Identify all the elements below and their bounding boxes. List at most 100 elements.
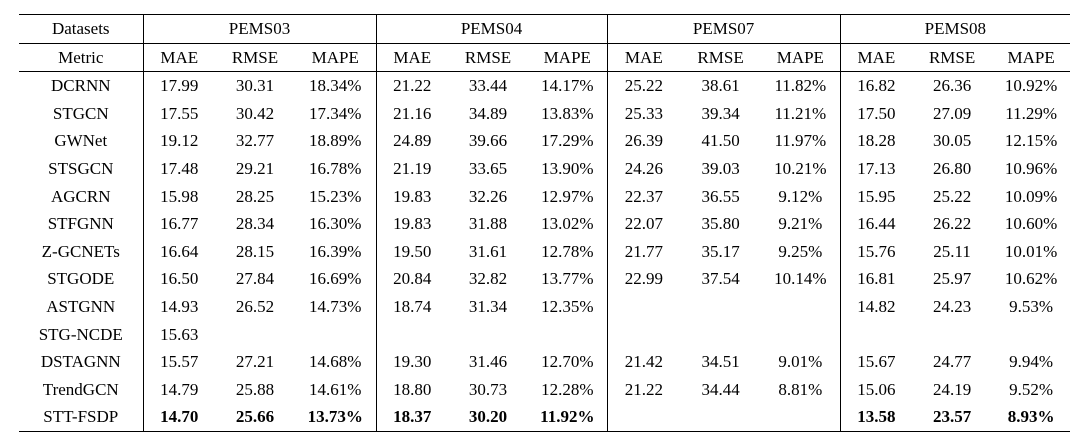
metric-value-cell: 10.09% <box>1004 186 1058 206</box>
metric-value-cell: 15.23% <box>295 182 377 211</box>
metric-value-cell <box>448 321 528 349</box>
model-name-cell: DCRNN <box>19 71 144 100</box>
table-row: Z-GCNETs 16.64 28.15 16.39% 19.50 31.61 12.78%… <box>19 237 1070 266</box>
metric-value-cell: 35.17 <box>701 241 740 261</box>
metric-value-cell: 18.74 <box>393 296 432 316</box>
model-name-cell: STGODE <box>19 265 144 293</box>
metric-value-cell: 14.70 <box>143 403 215 432</box>
metric-value-cell <box>607 293 680 321</box>
metric-value-cell: 19.83 <box>393 186 432 206</box>
metric-value-cell: 12.78% <box>528 237 608 266</box>
metric-value-cell: 31.34 <box>468 296 508 316</box>
corner-label: Datasets <box>19 14 144 44</box>
metric-value-cell: 22.07 <box>624 214 663 234</box>
table-row: STT-FSDP 14.70 25.66 13.73% 18.37 30.20 11.92%… <box>19 403 1071 432</box>
metric-value-cell: 28.34 <box>235 214 275 234</box>
metric-value-cell: 17.34% <box>295 99 377 128</box>
metric-value-cell: 16.39% <box>295 237 377 266</box>
metric-value-cell: 25.22 <box>932 186 972 206</box>
metric-value-cell: 22.99 <box>624 269 663 289</box>
metric-value-cell: 10.62% <box>1004 269 1058 289</box>
model-name-cell: AGCRN <box>19 182 144 211</box>
metric-value-cell: 9.52% <box>1009 379 1054 399</box>
metric-value-cell: 11.82% <box>761 71 841 100</box>
metric-value-cell: 11.21% <box>761 99 841 128</box>
metric-value-cell: 32.82 <box>468 269 508 289</box>
metric-value-cell: 28.25 <box>235 186 275 206</box>
metric-value-cell: 17.50 <box>857 103 896 123</box>
metric-value-cell: 21.22 <box>393 76 432 96</box>
metric-header-row: Metric MAE RMSE MAPE MAE RMSE MAPE MAE R… <box>19 43 1071 73</box>
table-row: TrendGCN 14.79 25.88 14.61% 18.80 30.73 12.28%… <box>19 375 1070 404</box>
metric-value-cell: 19.50 <box>393 241 432 261</box>
metric-value-cell <box>761 320 841 349</box>
metric-value-cell: 39.66 <box>468 131 508 151</box>
metric-value-cell: 19.12 <box>160 131 199 151</box>
metric-value-cell: 14.73% <box>295 292 377 321</box>
metric-value-cell: 38.61 <box>701 76 740 96</box>
metric-value-cell: 10.21% <box>761 154 841 183</box>
metric-header: MAE <box>376 43 449 73</box>
metric-value-cell <box>528 320 608 349</box>
metric-value-cell: 24.26 <box>624 158 663 178</box>
metric-value-cell: 33.44 <box>468 76 508 96</box>
metric-value-cell <box>680 321 761 349</box>
metric-value-cell: 16.81 <box>857 269 896 289</box>
metric-value-cell: 12.70% <box>528 348 608 376</box>
metric-value-cell: 23.57 <box>912 403 993 432</box>
metric-value-cell: 16.69% <box>295 265 377 293</box>
metric-value-cell: 17.29% <box>528 127 608 155</box>
metric-value-cell: 14.82 <box>857 296 896 316</box>
table-row: STFGNN 16.77 28.34 16.30% 19.83 31.88 13.02% 22… <box>19 210 1070 238</box>
metric-value-cell: 9.21% <box>761 210 841 238</box>
metric-value-cell: 36.55 <box>701 186 740 206</box>
metric-value-cell: 16.82 <box>857 76 896 96</box>
metric-value-cell: 25.22 <box>624 76 663 96</box>
metric-value-cell: 31.61 <box>468 241 508 261</box>
metric-value-cell: 30.73 <box>468 379 508 399</box>
metric-header: RMSE <box>680 43 762 73</box>
table-row: STGCN 17.55 30.42 17.34% 21.16 34.89 13.83% 25.… <box>19 99 1070 128</box>
metric-value-cell <box>761 403 841 432</box>
metric-value-cell: 10.92% <box>1004 76 1058 96</box>
metric-value-cell: 34.89 <box>468 103 508 123</box>
metric-value-cell: 41.50 <box>701 131 740 151</box>
metric-value-cell: 21.42 <box>624 352 663 372</box>
metric-value-cell: 33.65 <box>468 158 508 178</box>
metric-value-cell: 19.83 <box>393 214 432 234</box>
metric-value-cell <box>295 320 377 349</box>
metric-value-cell: 25.11 <box>933 241 971 261</box>
metric-value-cell: 34.44 <box>701 379 740 399</box>
metric-value-cell: 16.78% <box>295 154 377 183</box>
table-row: DSTAGNN 15.57 27.21 14.68% 19.30 31.46 12.70% 2… <box>19 348 1070 376</box>
table-row: DCRNN 17.99 30.31 18.34% 21.22 33.44 14.17% 25.… <box>19 71 1070 100</box>
metric-value-cell: 16.64 <box>160 241 199 261</box>
metric-value-cell: 12.28% <box>528 375 608 404</box>
metric-value-cell: 25.66 <box>215 403 295 432</box>
dataset-header: PEMS03 <box>143 14 377 44</box>
metric-value-cell <box>607 321 680 349</box>
metric-value-cell: 25.88 <box>235 379 275 399</box>
metric-label: Metric <box>19 43 144 73</box>
model-name-cell: ASTGNN <box>19 292 144 321</box>
metric-value-cell: 27.09 <box>932 103 972 123</box>
metric-value-cell: 13.58 <box>840 403 913 432</box>
metric-value-cell <box>680 293 761 321</box>
metric-value-cell: 11.97% <box>761 127 841 155</box>
metric-value-cell: 10.01% <box>1004 241 1058 261</box>
metric-value-cell: 14.61% <box>295 375 377 404</box>
metric-value-cell <box>607 403 681 432</box>
metric-value-cell: 16.77 <box>160 214 199 234</box>
table-row: ASTGNN 14.93 26.52 14.73% 18.74 31.34 12.35% 14… <box>19 292 1070 321</box>
model-name-cell: STT-FSDP <box>19 403 144 432</box>
metric-value-cell: 18.89% <box>295 127 377 155</box>
model-name-cell: STFGNN <box>19 210 144 238</box>
metric-value-cell: 30.05 <box>932 131 972 151</box>
metric-value-cell: 12.15% <box>1004 131 1058 151</box>
metric-value-cell: 15.76 <box>857 241 896 261</box>
metric-value-cell: 15.98 <box>160 186 199 206</box>
metric-header: RMSE <box>215 43 295 73</box>
metric-value-cell: 9.01% <box>761 348 841 376</box>
model-name-cell: DSTAGNN <box>19 348 144 376</box>
metric-value-cell: 21.22 <box>624 379 663 399</box>
